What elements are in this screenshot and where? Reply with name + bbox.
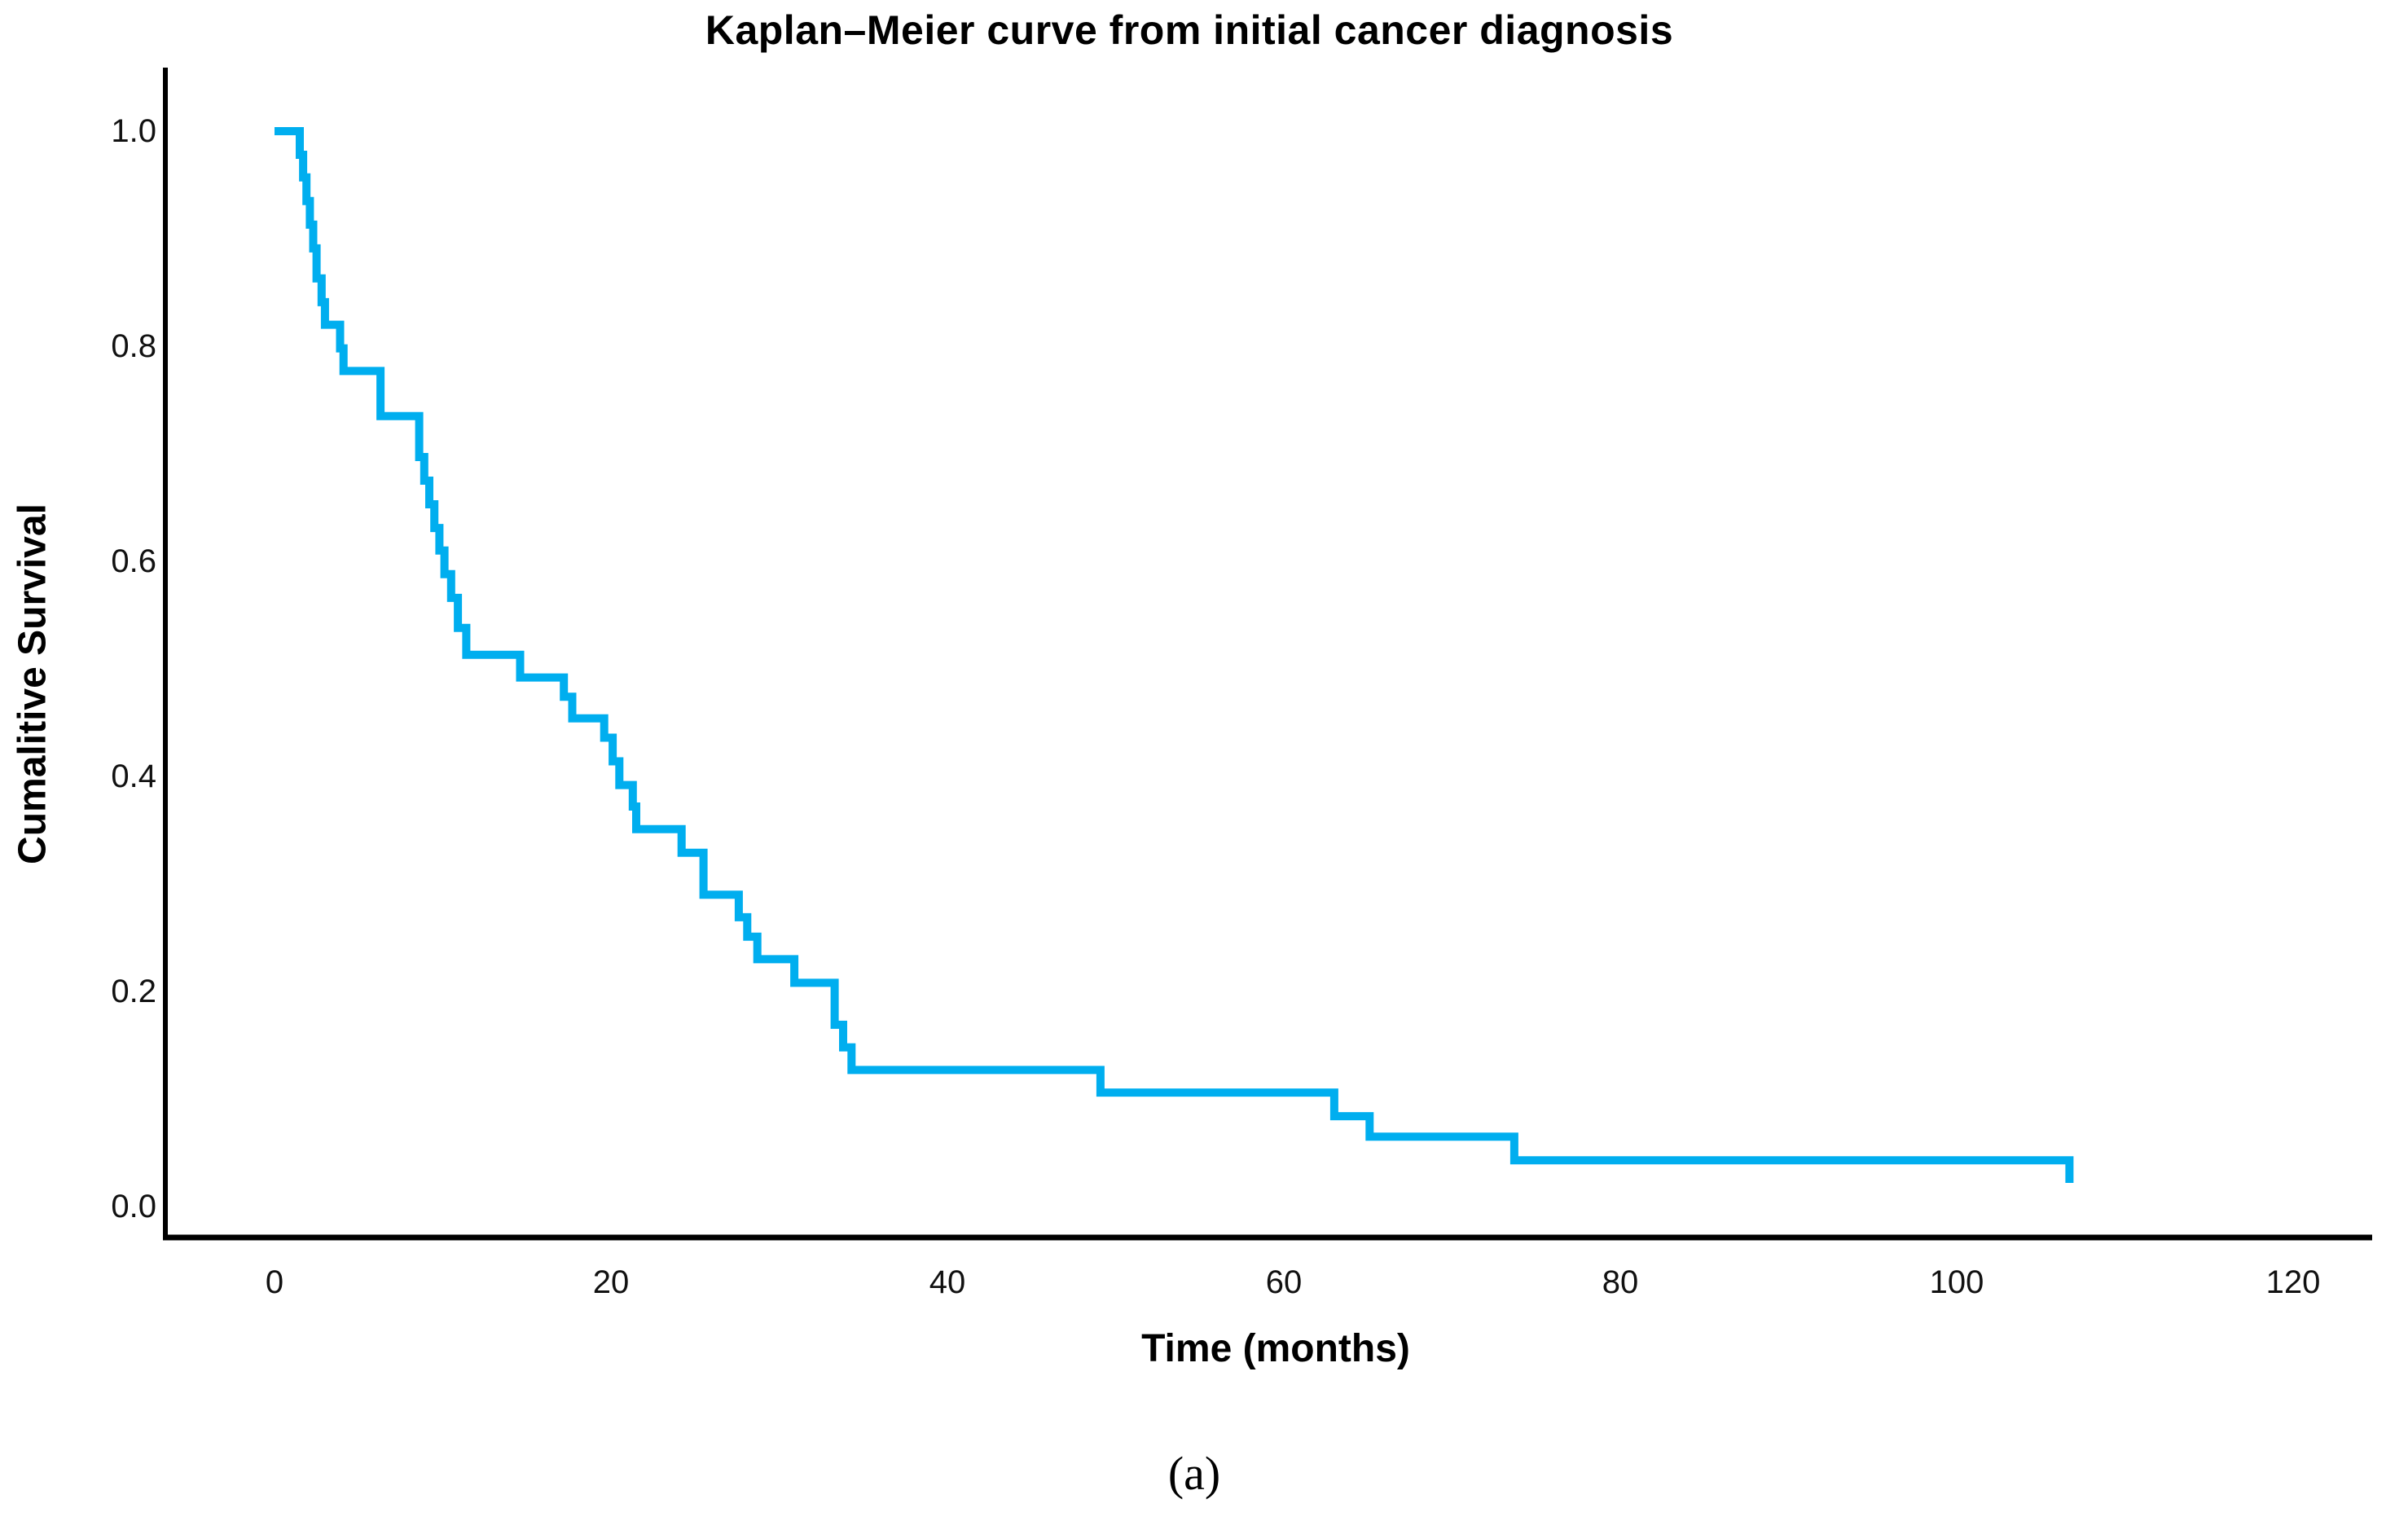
x-tick-label: 0 bbox=[265, 1264, 284, 1300]
x-tick-label: 40 bbox=[929, 1264, 966, 1300]
x-tick-label: 60 bbox=[1265, 1264, 1303, 1300]
chart-title: Kaplan–Meier curve from initial cancer d… bbox=[705, 7, 1674, 53]
survival-curve bbox=[275, 127, 2074, 1183]
y-tick-label: 0.8 bbox=[111, 328, 156, 364]
y-tick-label: 0.0 bbox=[111, 1189, 156, 1224]
x-tick-label: 80 bbox=[1602, 1264, 1639, 1300]
x-tick-label: 20 bbox=[592, 1264, 630, 1300]
y-axis-title: Cumalitive Survival bbox=[11, 503, 55, 864]
x-tick-label: 120 bbox=[2265, 1264, 2321, 1300]
x-axis-title: Time (months) bbox=[1141, 1327, 1410, 1370]
y-tick-label: 0.6 bbox=[111, 543, 156, 579]
y-tick-label: 1.0 bbox=[111, 113, 156, 149]
x-tick-label: 100 bbox=[1929, 1264, 1984, 1300]
y-tick-label: 0.4 bbox=[111, 758, 156, 794]
y-tick-label: 0.2 bbox=[111, 974, 156, 1009]
figure-caption: (a) bbox=[1167, 1447, 1221, 1500]
